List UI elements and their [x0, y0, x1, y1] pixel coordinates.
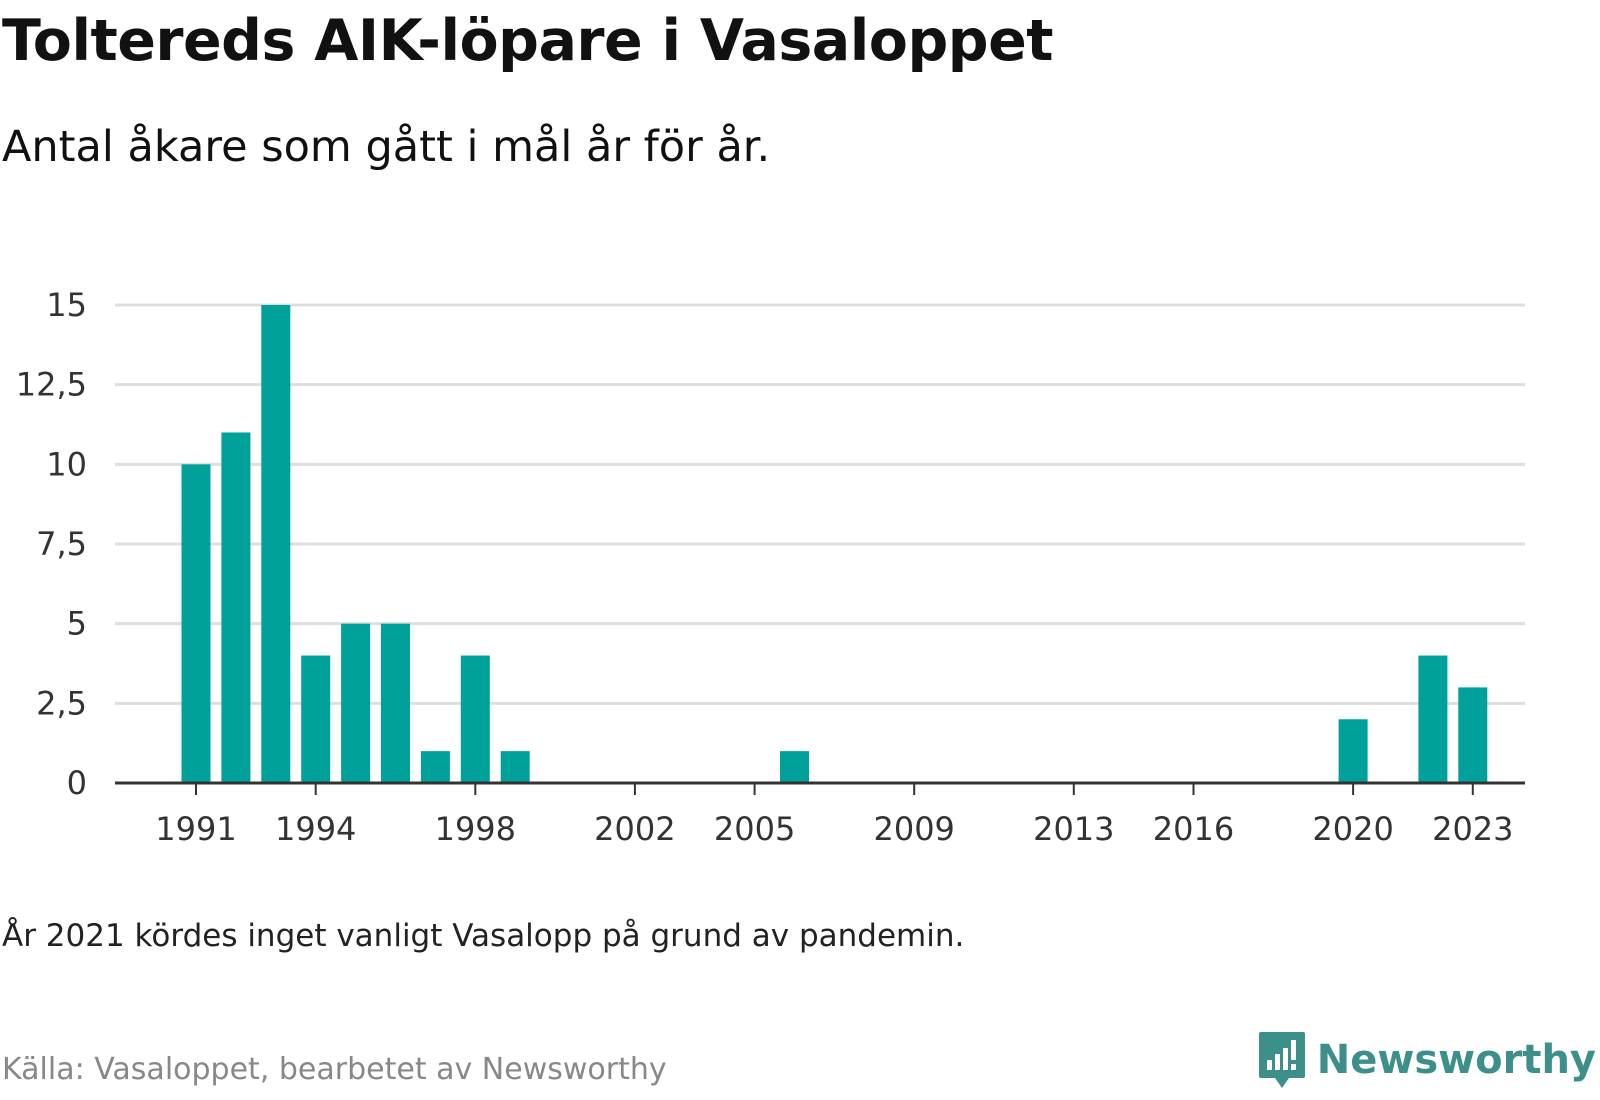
footnote: År 2021 kördes inget vanligt Vasalopp på… [2, 918, 965, 954]
y-tick-label: 7,5 [36, 525, 87, 563]
x-tick-label: 1998 [435, 810, 516, 848]
y-tick-label: 12,5 [16, 366, 87, 404]
bar-1991 [181, 464, 211, 783]
x-tick-label: 2023 [1432, 810, 1513, 848]
bars [181, 305, 1488, 783]
bar-1995 [341, 623, 371, 783]
bar-chart: 0 2,5 5 7,5 10 12,5 15 1991 1994 1998 2002 2005 2009… [16, 286, 1525, 848]
y-tick-label: 5 [67, 605, 87, 643]
x-tick-label: 2016 [1153, 810, 1234, 848]
bar-1996 [381, 623, 410, 783]
x-tick-label: 1991 [155, 810, 236, 848]
bar-1997 [420, 751, 450, 783]
x-tick-label: 2020 [1312, 810, 1393, 848]
bar-1993 [261, 305, 291, 783]
bar-2020 [1338, 719, 1368, 783]
y-tick-label: 10 [46, 445, 87, 483]
y-tick-label: 0 [67, 764, 87, 802]
bar-1992 [221, 432, 251, 783]
x-tick-label: 2009 [873, 810, 954, 848]
axes: 0 2,5 5 7,5 10 12,5 15 1991 1994 1998 2002 2005 2009… [16, 286, 1525, 848]
x-tick-label: 1994 [275, 810, 356, 848]
chart-title: Toltereds AIK-löpare i Vasaloppet [2, 8, 1053, 74]
bar-1999 [500, 751, 530, 783]
chart-subtitle: Antal åkare som gått i mål år för år. [2, 122, 771, 172]
bar-1994 [301, 655, 331, 783]
y-tick-label: 2,5 [36, 684, 87, 722]
x-tick-label: 2002 [594, 810, 675, 848]
gridlines [115, 303, 1525, 705]
logo-text: Newsworthy [1316, 1037, 1596, 1083]
newsworthy-logo: Newsworthy [1257, 1030, 1596, 1090]
bar-2006 [780, 751, 809, 783]
bar-2022 [1418, 655, 1448, 783]
source-credit: Källa: Vasaloppet, bearbetet av Newswort… [2, 1052, 667, 1087]
y-tick-label: 15 [46, 286, 87, 324]
newsworthy-logo-icon [1258, 1032, 1305, 1088]
bar-2023 [1458, 687, 1488, 783]
x-tick-label: 2013 [1033, 810, 1114, 848]
x-tick-label: 2005 [714, 810, 795, 848]
bar-1998 [460, 655, 490, 783]
